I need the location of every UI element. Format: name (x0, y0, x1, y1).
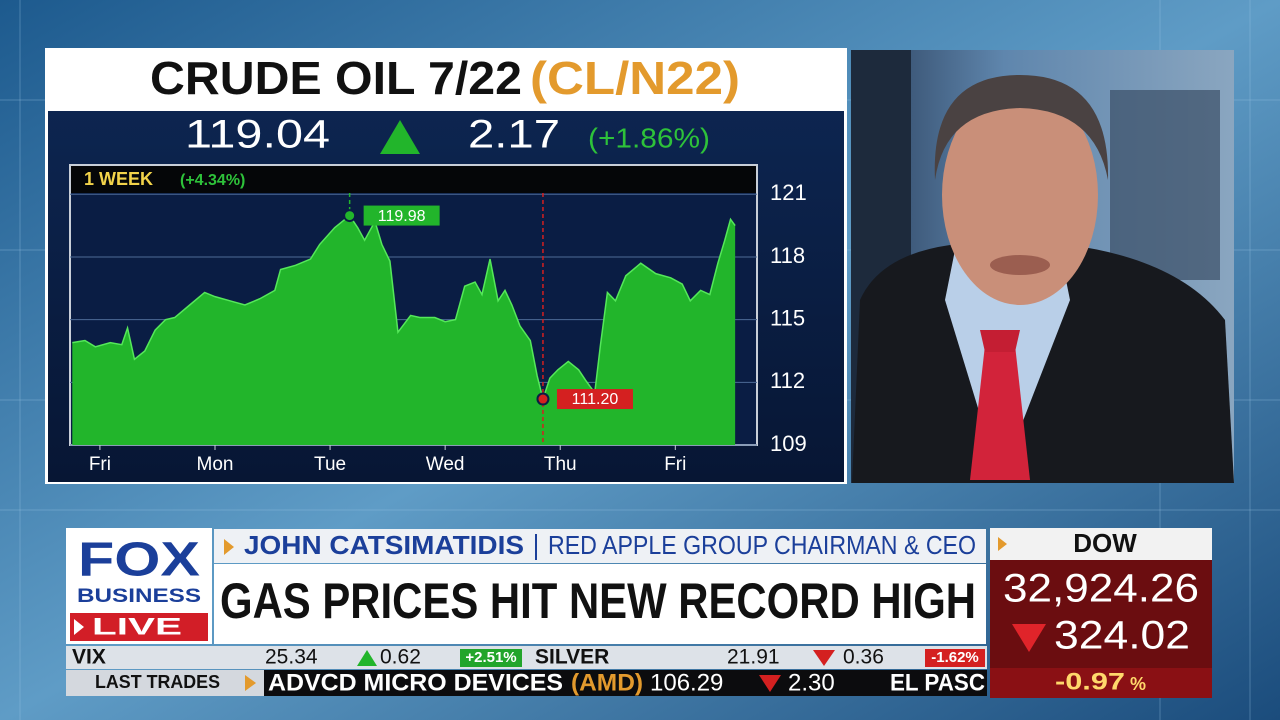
area (72, 215, 736, 445)
ticker-silver: SILVER (535, 646, 609, 669)
live-label: LIVE (92, 613, 182, 640)
ticker-section: LAST TRADES (95, 672, 220, 692)
ticker-price: 106.29 (650, 669, 723, 696)
quote-change-pct: (+1.86%) (588, 122, 710, 153)
chart-title: CRUDE OIL 7/22 (150, 52, 522, 104)
annotation-box (556, 389, 633, 410)
annotation-box (363, 205, 440, 226)
ticker-row2 (264, 670, 987, 696)
logo-fox: FOX (78, 534, 200, 587)
ticker-silver-value: 21.91 (727, 646, 780, 669)
guest-title: RED APPLE GROUP CHAIRMAN & CEO (548, 530, 976, 560)
annotation-label: 119.98 (378, 208, 426, 225)
ticker-vix-pct: +2.51% (465, 649, 516, 666)
x-tick-label: Fri (89, 454, 111, 475)
x-tick-label: Wed (426, 454, 465, 475)
ticker-next: EL PASC (890, 669, 985, 696)
period-change: (+4.34%) (180, 172, 245, 189)
x-tick-label: Mon (197, 454, 234, 475)
ticker-section-box (66, 670, 264, 696)
period-strip (71, 166, 756, 193)
ticker-vix-change: 0.62 (380, 646, 421, 669)
ticker-row1 (66, 646, 987, 669)
quote-last: 119.04 (185, 113, 330, 157)
guest-name: JOHN CATSIMATIDIS (244, 530, 524, 560)
ticker-up (357, 650, 377, 666)
dow-arrow (998, 537, 1007, 551)
logo-business: BUSINESS (77, 586, 201, 607)
headline: GAS PRICES HIT NEW RECORD HIGH (220, 573, 976, 629)
x-tick-label: Fri (664, 454, 686, 475)
ticker-pct-box-red (925, 649, 985, 667)
y-tick-label: 112 (770, 368, 805, 393)
y-tick-label: 115 (770, 305, 805, 330)
name-arrow (224, 539, 234, 555)
up-arrow (380, 120, 420, 154)
period-label: 1 WEEK (84, 169, 153, 189)
y-tick-label: 121 (770, 180, 807, 205)
x-tick-label: Thu (544, 454, 577, 475)
plot: 109 112 115 118 121 Fri Mon Tue Wed Thu Fri 119.98 1… (69, 164, 807, 475)
ticker-company: ADVCD MICRO DEVICES (268, 669, 563, 696)
line (72, 214, 736, 402)
dow-pct-sign: % (1130, 674, 1146, 694)
dow-value: 32,924.26 (1003, 567, 1199, 611)
ticker-symbol: (AMD) (571, 669, 643, 696)
dow-pct-bar (990, 668, 1212, 698)
annotation-marker (343, 209, 357, 223)
dow-down-arrow (1012, 624, 1046, 652)
annotation-marker (536, 392, 550, 406)
y-tick-label: 118 (770, 243, 805, 268)
ticker-change: 2.30 (788, 669, 835, 696)
live-bar (70, 613, 208, 641)
live-arrow (74, 619, 84, 635)
ticker-silver-pct: -1.62% (931, 649, 979, 666)
ticker-section-arrow (245, 675, 256, 691)
quote-change: 2.17 (468, 113, 560, 157)
chart-subtitle: (CL/N22) (530, 52, 740, 104)
x-tick-label: Tue (314, 454, 346, 475)
ticker-down (813, 650, 835, 666)
ticker-vix: VIX (72, 646, 106, 669)
headline-bar (214, 564, 986, 644)
dow-change: 324.02 (1054, 614, 1190, 658)
name-bar (214, 529, 986, 563)
annotation-label: 111.20 (572, 391, 619, 408)
y-tick-label: 109 (770, 431, 807, 456)
guest-figure (851, 50, 1234, 483)
dow-change-pct: -0.97 (1055, 668, 1125, 695)
ticker-down2 (759, 675, 781, 692)
dow-header (990, 528, 1212, 560)
ticker-silver-change: 0.36 (843, 646, 884, 669)
ticker-vix-value: 25.34 (265, 646, 318, 669)
dow-label: DOW (1073, 528, 1137, 558)
ticker-pct-box (460, 649, 522, 667)
